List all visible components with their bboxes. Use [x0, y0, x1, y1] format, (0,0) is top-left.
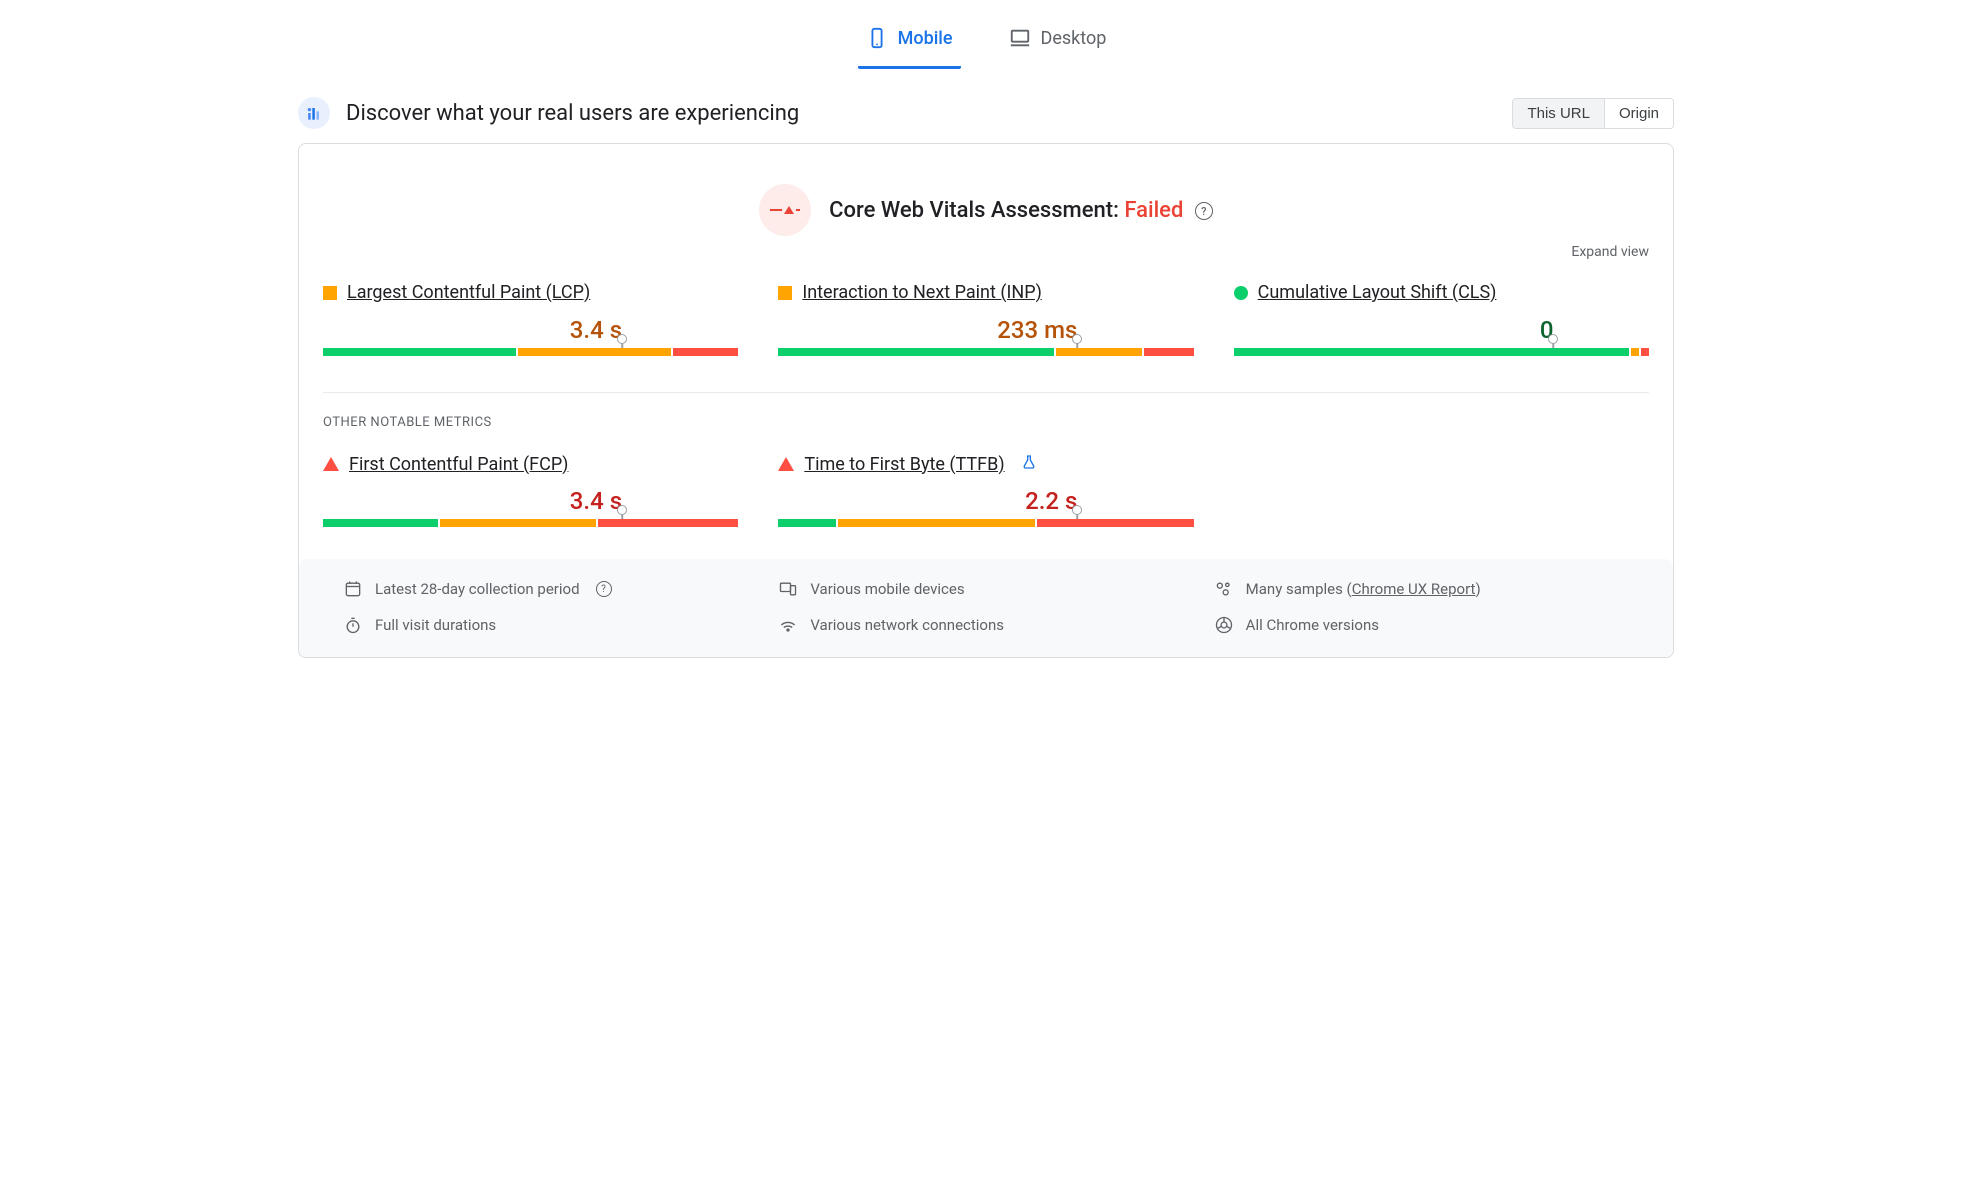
crux-icon — [298, 97, 330, 129]
assessment-label: Core Web Vitals Assessment: — [829, 198, 1124, 223]
dist-seg-good — [778, 519, 836, 527]
metric-ttfb: Time to First Byte (TTFB) 2.2 s — [778, 454, 1193, 528]
device-tabs: Mobile Desktop — [298, 0, 1674, 69]
metric-fcp-distribution — [323, 519, 738, 527]
metric-lcp-name[interactable]: Largest Contentful Paint (LCP) — [323, 282, 590, 303]
dist-seg-avg — [1056, 348, 1142, 356]
dist-seg-good — [323, 519, 438, 527]
dist-seg-poor — [598, 519, 738, 527]
scope-this-url[interactable]: This URL — [1513, 99, 1604, 128]
scope-origin[interactable]: Origin — [1604, 99, 1673, 128]
tab-desktop-label: Desktop — [1041, 28, 1107, 49]
triangle-status-icon — [323, 457, 339, 471]
collection-info: Latest 28-day collection period ? Variou… — [299, 559, 1673, 657]
dist-seg-avg — [838, 519, 1035, 527]
square-status-icon — [323, 286, 337, 300]
scope-toggle: This URL Origin — [1512, 98, 1674, 129]
other-metrics-label: OTHER NOTABLE METRICS — [323, 415, 1649, 430]
metric-ttfb-distribution — [778, 519, 1193, 527]
metric-inp: Interaction to Next Paint (INP) 233 ms — [778, 282, 1193, 356]
metric-inp-name[interactable]: Interaction to Next Paint (INP) — [778, 282, 1042, 303]
metric-fcp-name[interactable]: First Contentful Paint (FCP) — [323, 454, 568, 475]
metric-cls-distribution — [1234, 348, 1649, 356]
tab-desktop[interactable]: Desktop — [1001, 22, 1115, 69]
core-metrics-grid: Largest Contentful Paint (LCP) 3.4 s Inter… — [323, 282, 1649, 356]
metric-inp-value: 233 ms — [778, 316, 1193, 344]
crux-report-link[interactable]: Chrome UX Report — [1352, 580, 1476, 598]
metric-fcp-value: 3.4 s — [323, 487, 738, 515]
metric-ttfb-marker — [1072, 505, 1082, 515]
stopwatch-icon — [343, 615, 363, 635]
vitals-badge-icon — [759, 184, 811, 236]
samples-icon — [1214, 579, 1234, 599]
info-visit: Full visit durations — [343, 615, 758, 635]
metric-fcp-marker — [617, 505, 627, 515]
metric-cls-name[interactable]: Cumulative Layout Shift (CLS) — [1234, 282, 1497, 303]
mobile-icon — [866, 24, 888, 52]
metric-ttfb-name[interactable]: Time to First Byte (TTFB) — [778, 454, 1036, 475]
other-metrics-grid: First Contentful Paint (FCP) 3.4 s Time to… — [323, 454, 1649, 528]
dist-seg-avg — [518, 348, 670, 356]
circle-status-icon — [1234, 286, 1248, 300]
page-title: Discover what your real users are experi… — [346, 101, 799, 126]
metric-cls-value: 0 — [1234, 316, 1649, 344]
period-help-icon[interactable]: ? — [596, 581, 612, 597]
metric-fcp: First Contentful Paint (FCP) 3.4 s — [323, 454, 738, 528]
info-versions: All Chrome versions — [1214, 615, 1629, 635]
dist-seg-avg — [440, 519, 596, 527]
field-data-panel: Core Web Vitals Assessment: Failed ? Exp… — [298, 143, 1674, 658]
dist-seg-poor — [1144, 348, 1193, 356]
triangle-status-icon — [778, 457, 794, 471]
expand-view-link[interactable]: Expand view — [323, 244, 1649, 260]
metric-cls-marker — [1548, 334, 1558, 344]
info-network: Various network connections — [778, 615, 1193, 635]
chrome-icon — [1214, 615, 1234, 635]
assessment-text: Core Web Vitals Assessment: Failed ? — [829, 198, 1213, 223]
desktop-icon — [1009, 24, 1031, 52]
info-samples: Many samples (Chrome UX Report) — [1214, 579, 1629, 599]
dist-seg-poor — [673, 348, 739, 356]
network-icon — [778, 615, 798, 635]
metrics-divider — [323, 392, 1649, 393]
metric-cls: Cumulative Layout Shift (CLS) 0 — [1234, 282, 1649, 356]
tab-mobile[interactable]: Mobile — [858, 22, 961, 69]
metric-inp-marker — [1072, 334, 1082, 344]
square-status-icon — [778, 286, 792, 300]
info-period: Latest 28-day collection period ? — [343, 579, 758, 599]
dist-seg-good — [323, 348, 516, 356]
info-devices: Various mobile devices — [778, 579, 1193, 599]
metric-lcp-distribution — [323, 348, 738, 356]
dist-seg-good — [1234, 348, 1629, 356]
metric-lcp: Largest Contentful Paint (LCP) 3.4 s — [323, 282, 738, 356]
metric-ttfb-value: 2.2 s — [778, 487, 1193, 515]
dist-seg-good — [778, 348, 1054, 356]
devices-icon — [778, 579, 798, 599]
experimental-flask-icon — [1021, 454, 1037, 475]
dist-seg-poor — [1037, 519, 1193, 527]
metric-lcp-marker — [617, 334, 627, 344]
assessment-status: Failed — [1124, 198, 1183, 223]
metric-inp-distribution — [778, 348, 1193, 356]
dist-seg-poor — [1641, 348, 1649, 356]
metric-lcp-value: 3.4 s — [323, 316, 738, 344]
tab-mobile-label: Mobile — [898, 28, 953, 49]
dist-seg-avg — [1631, 348, 1639, 356]
calendar-icon — [343, 579, 363, 599]
assessment-help-icon[interactable]: ? — [1195, 202, 1213, 220]
